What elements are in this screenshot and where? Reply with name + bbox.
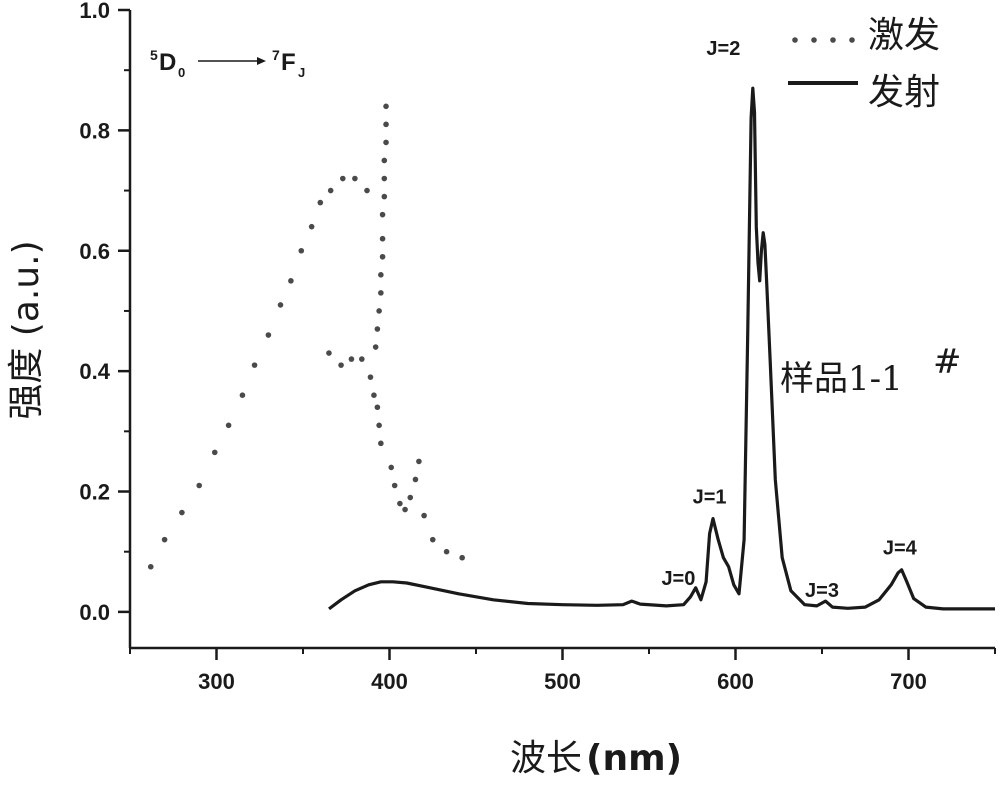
transition-label: 5 D 0 7 F J: [150, 47, 305, 80]
excitation-point: [380, 254, 386, 260]
excitation-point: [392, 483, 398, 489]
peak-label: J=0: [661, 568, 695, 590]
x-ticks: 300 400 500 600 700: [130, 648, 995, 694]
excitation-point: [459, 555, 465, 561]
sample-label: 样品1-1 #: [780, 342, 962, 399]
excitation-point: [318, 200, 324, 206]
peak-label: J=1: [693, 487, 727, 509]
excitation-point: [266, 332, 272, 338]
peak-label: J=2: [706, 38, 740, 60]
y-tick-label: 0.4: [79, 359, 110, 384]
x-tick-label: 600: [717, 669, 754, 694]
transition-from-sub: 0: [178, 65, 185, 80]
excitation-point: [375, 326, 381, 332]
excitation-point: [373, 344, 379, 350]
peak-label: J=4: [883, 538, 918, 560]
excitation-point: [383, 122, 389, 128]
y-tick-label: 0.2: [79, 480, 110, 505]
excitation-point: [349, 356, 355, 362]
sample-label-main: 样品1-1: [780, 359, 903, 399]
excitation-point: [364, 188, 370, 194]
excitation-point: [288, 278, 294, 284]
excitation-point: [413, 477, 419, 483]
excitation-point: [382, 194, 388, 200]
x-axis-title: 波长 (nm): [510, 738, 682, 779]
legend-dot: [792, 37, 798, 43]
excitation-point: [375, 404, 381, 410]
peak-label: J=3: [805, 580, 839, 602]
excitation-point: [380, 212, 386, 218]
excitation-point: [240, 392, 246, 398]
excitation-point: [352, 176, 358, 182]
legend: 激发 发射: [788, 15, 940, 113]
excitation-point: [388, 465, 394, 471]
excitation-point: [402, 507, 408, 513]
legend-dot: [849, 37, 855, 43]
series-layer: [148, 88, 995, 609]
excitation-point: [378, 272, 384, 278]
emission-line: [329, 88, 995, 609]
excitation-point: [148, 564, 154, 570]
excitation-point: [383, 140, 389, 146]
x-tick-label: 700: [890, 669, 927, 694]
transition-to-main: F: [281, 49, 296, 76]
y-tick-label: 0.6: [79, 239, 110, 264]
excitation-point: [298, 248, 304, 254]
excitation-point: [407, 495, 413, 501]
excitation-point: [328, 188, 334, 194]
excitation-point: [383, 104, 389, 110]
excitation-point: [326, 350, 332, 356]
excitation-point: [162, 537, 168, 543]
excitation-point: [378, 441, 384, 447]
excitation-point: [359, 356, 365, 362]
plot-area: 0.00.20.40.60.81.0 300400500600700 J=0J=…: [79, 0, 995, 694]
excitation-point: [338, 362, 344, 368]
legend-dot: [811, 37, 817, 43]
annotation-layer: J=0 J=1 J=2 J=3 J=4: [661, 38, 917, 602]
transition-to-sub: J: [298, 65, 305, 80]
excitation-point: [340, 176, 346, 182]
excitation-point: [416, 459, 422, 465]
sample-label-sup: #: [933, 342, 962, 382]
legend-swatch-excitation: [792, 37, 855, 43]
excitation-point: [196, 483, 202, 489]
excitation-point: [371, 392, 377, 398]
legend-label-emission: 发射: [868, 72, 940, 113]
excitation-point: [252, 362, 258, 368]
excitation-point: [430, 537, 436, 543]
excitation-point: [376, 423, 382, 429]
excitation-point: [382, 158, 388, 164]
legend-dot: [830, 37, 836, 43]
y-tick-label: 0.0: [79, 600, 110, 625]
excitation-point: [226, 423, 232, 429]
excitation-point: [378, 290, 384, 296]
transition-from-main: D: [159, 49, 176, 76]
y-tick-label: 1.0: [79, 0, 110, 23]
transition-arrow-head: [257, 57, 266, 65]
x-axis-label-unit: (nm): [586, 738, 682, 779]
x-tick-label: 400: [371, 669, 408, 694]
legend-label-excitation: 激发: [868, 15, 940, 56]
excitation-point: [382, 176, 388, 182]
x-tick-label: 300: [198, 669, 235, 694]
y-ticks: 0.0 0.2 0.4 0.6 0.8 1.0: [79, 0, 130, 625]
x-axis-label-text: 波长: [510, 738, 582, 779]
excitation-point: [278, 302, 284, 308]
y-axis-label: 强度 (a.u.): [6, 240, 47, 419]
transition-to-sup: 7: [272, 47, 280, 63]
excitation-point: [380, 236, 386, 242]
excitation-point: [376, 308, 382, 314]
excitation-point: [444, 549, 450, 555]
excitation-point: [212, 450, 218, 456]
excitation-point: [179, 510, 185, 516]
excitation-point: [368, 374, 374, 380]
x-tick-label: 500: [544, 669, 581, 694]
excitation-point: [309, 224, 315, 230]
transition-from-sup: 5: [150, 47, 158, 63]
excitation-point: [421, 513, 427, 519]
y-tick-label: 0.8: [79, 118, 110, 143]
excitation-point: [397, 501, 403, 507]
y-axis-title: 强度 (a.u.): [6, 240, 47, 419]
